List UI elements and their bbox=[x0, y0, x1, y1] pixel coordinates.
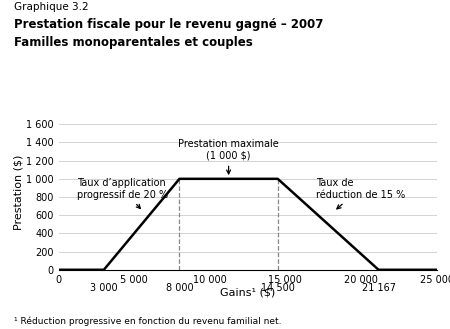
Text: Familles monoparentales et couples: Familles monoparentales et couples bbox=[14, 36, 252, 49]
X-axis label: Gains¹ ($): Gains¹ ($) bbox=[220, 288, 275, 297]
Text: 3 000: 3 000 bbox=[90, 283, 117, 292]
Y-axis label: Prestation ($): Prestation ($) bbox=[13, 155, 23, 230]
Text: 8 000: 8 000 bbox=[166, 283, 193, 292]
Text: Prestation maximale
(1 000 $): Prestation maximale (1 000 $) bbox=[178, 139, 279, 174]
Text: Taux d’application
progressif de 20 %: Taux d’application progressif de 20 % bbox=[76, 178, 168, 209]
Text: 14 500: 14 500 bbox=[261, 283, 295, 292]
Text: ¹ Réduction progressive en fonction du revenu familial net.: ¹ Réduction progressive en fonction du r… bbox=[14, 316, 281, 326]
Text: Graphique 3.2: Graphique 3.2 bbox=[14, 2, 88, 12]
Text: Prestation fiscale pour le revenu gagné – 2007: Prestation fiscale pour le revenu gagné … bbox=[14, 18, 323, 31]
Text: 21 167: 21 167 bbox=[361, 283, 396, 292]
Text: Taux de
réduction de 15 %: Taux de réduction de 15 % bbox=[315, 178, 405, 209]
